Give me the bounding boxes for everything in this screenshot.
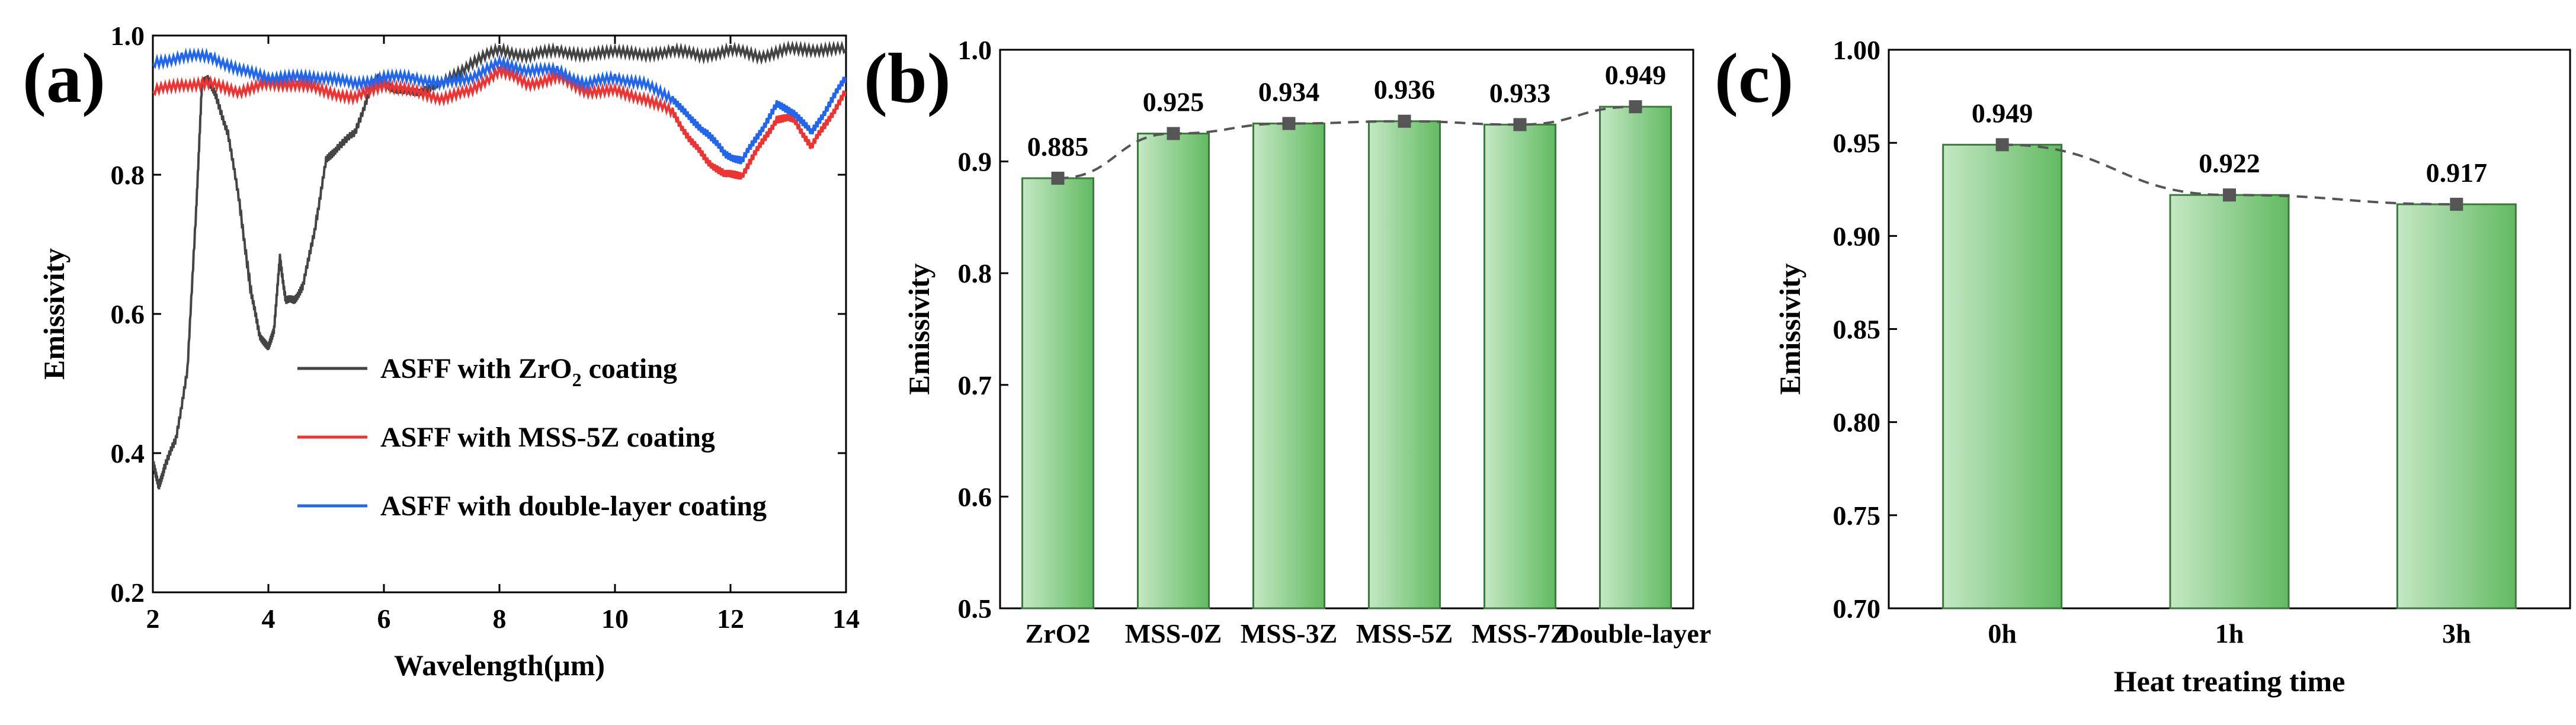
panel-a-xtick-label: 12	[717, 604, 744, 634]
panel-b-xtick-label: MSS-0Z	[1125, 618, 1222, 649]
panel-a-xtick-label: 8	[493, 604, 507, 634]
panel-b-bar	[1368, 120, 1441, 609]
panel-b-value-label: 0.934	[1258, 76, 1320, 107]
panel-c-value-label: 0.949	[1972, 98, 2033, 128]
panel-b-bar-chart: 0.5 0.6 0.7 0.8 0.9 1.0 Emissivity 0.885 0.925 0.…	[902, 35, 1711, 649]
panel-label-c: (c)	[1715, 39, 1793, 117]
panel-a-legend-label-main: ASFF with ZrO	[380, 353, 572, 384]
panel-c-marker	[2223, 188, 2236, 202]
panel-a-ylabel: Emissivity	[37, 248, 71, 380]
panel-b-value-label: 0.925	[1143, 86, 1204, 117]
panel-a-ytick-label: 0.4	[111, 438, 145, 469]
panel-c-xtick-label: 0h	[1988, 618, 2017, 649]
panel-c-bar	[1942, 143, 2063, 609]
panel-b-xtick-label: MSS-7Z	[1472, 618, 1569, 649]
panel-c-ytick-label: 0.80	[1833, 408, 1881, 438]
panel-c-bar	[2396, 203, 2517, 609]
panel-a-xtick-label: 14	[832, 604, 860, 634]
panel-c-xtick-label: 3h	[2442, 618, 2471, 649]
panel-b-marker	[1167, 127, 1180, 140]
panel-b-ytick-label: 0.9	[958, 147, 992, 177]
panel-c-ytick-label: 0.75	[1833, 501, 1881, 531]
panel-b-ytick-label: 1.0	[958, 35, 992, 65]
panel-b-value-label: 0.936	[1374, 75, 1436, 105]
panel-c-bar-chart: 0.70 0.75 0.80 0.85 0.90 0.95 1.00 Emissivity 0.…	[1773, 35, 2571, 698]
panel-a-xtick-label: 2	[146, 604, 160, 634]
panel-c-value-label: 0.917	[2426, 158, 2488, 188]
panel-b-value-label: 0.885	[1027, 131, 1089, 162]
panel-b-plot-frame	[999, 49, 1694, 609]
panel-b-xtick-label: Double-layer	[1560, 618, 1712, 649]
panel-c-value-label: 0.922	[2199, 148, 2260, 178]
panel-a-ytick-label: 0.8	[111, 160, 145, 190]
panel-b-ytick-label: 0.6	[958, 482, 992, 512]
panel-label-b: (b)	[864, 39, 951, 117]
panel-b-marker	[1629, 100, 1642, 114]
panel-b-value-label: 0.949	[1605, 60, 1667, 90]
panel-b-ytick-label: 0.8	[958, 258, 992, 288]
panel-b-marker	[1513, 118, 1527, 131]
panel-b-value-label: 0.933	[1489, 78, 1551, 108]
panel-c-xtick-label: 1h	[2215, 618, 2244, 649]
panel-c-marker	[1995, 138, 2009, 152]
panel-c-xlabel: Heat treating time	[2114, 665, 2346, 698]
panel-a-series-line-3	[153, 47, 846, 165]
panel-a-legend-label-1: ASFF with ZrO2 coating	[380, 353, 677, 390]
panel-b-bar	[1484, 123, 1556, 609]
panel-a-xtick-label: 10	[601, 604, 629, 634]
panel-b-marker	[1398, 114, 1411, 128]
panel-b-bar	[1021, 177, 1094, 609]
panel-b-connector-line	[1058, 105, 1636, 179]
panel-a-legend-label-2: ASFF with MSS-5Z coating	[380, 422, 715, 453]
panel-a-xtick-label: 6	[377, 604, 391, 634]
panel-b-bar	[1137, 132, 1210, 609]
panel-b-marker	[1051, 171, 1065, 185]
panel-b-marker	[1282, 117, 1296, 130]
panel-c-bar	[2169, 194, 2290, 609]
panel-b-bar	[1252, 122, 1325, 609]
panel-a-ytick-label: 0.2	[111, 578, 145, 608]
panel-b-ytick-label: 0.5	[958, 594, 992, 624]
panel-c-ytick-label: 0.95	[1833, 128, 1881, 158]
panel-b-xtick-label: ZrO2	[1026, 618, 1091, 649]
panel-a-legend-label-3: ASFF with double-layer coating	[380, 490, 767, 522]
panel-a-legend-label-tail: coating	[582, 353, 677, 384]
panel-b-ylabel: Emissivity	[902, 263, 935, 394]
panel-b-bar	[1599, 105, 1672, 609]
panel-b-xtick-label: MSS-5Z	[1356, 618, 1453, 649]
panel-b-xtick-label: MSS-3Z	[1241, 618, 1338, 649]
panel-c-ytick-label: 0.90	[1833, 221, 1881, 251]
panel-a-xlabel: Wavelength(μm)	[394, 649, 605, 682]
panel-c-ytick-label: 1.00	[1833, 35, 1881, 65]
panel-c-marker	[2450, 197, 2463, 211]
panel-a-ytick-label: 0.6	[111, 299, 145, 329]
panel-c-ylabel: Emissivity	[1773, 263, 1806, 394]
panel-c-ytick-label: 0.70	[1833, 594, 1881, 624]
panel-label-a: (a)	[23, 39, 105, 117]
panel-a-legend-label-sub: 2	[572, 369, 582, 390]
panel-a-xtick-label: 4	[262, 604, 275, 634]
panel-a-line-chart: 0.2 0.4 0.6 0.8 1.0 Emissivity 2 4 6 8 10 12 14 Wavel…	[37, 21, 860, 682]
panel-a-ytick-label: 1.0	[111, 21, 145, 51]
panel-c-ytick-label: 0.85	[1833, 315, 1881, 345]
panel-b-ytick-label: 0.7	[958, 370, 992, 400]
panel-a-series-line-2	[153, 63, 846, 180]
